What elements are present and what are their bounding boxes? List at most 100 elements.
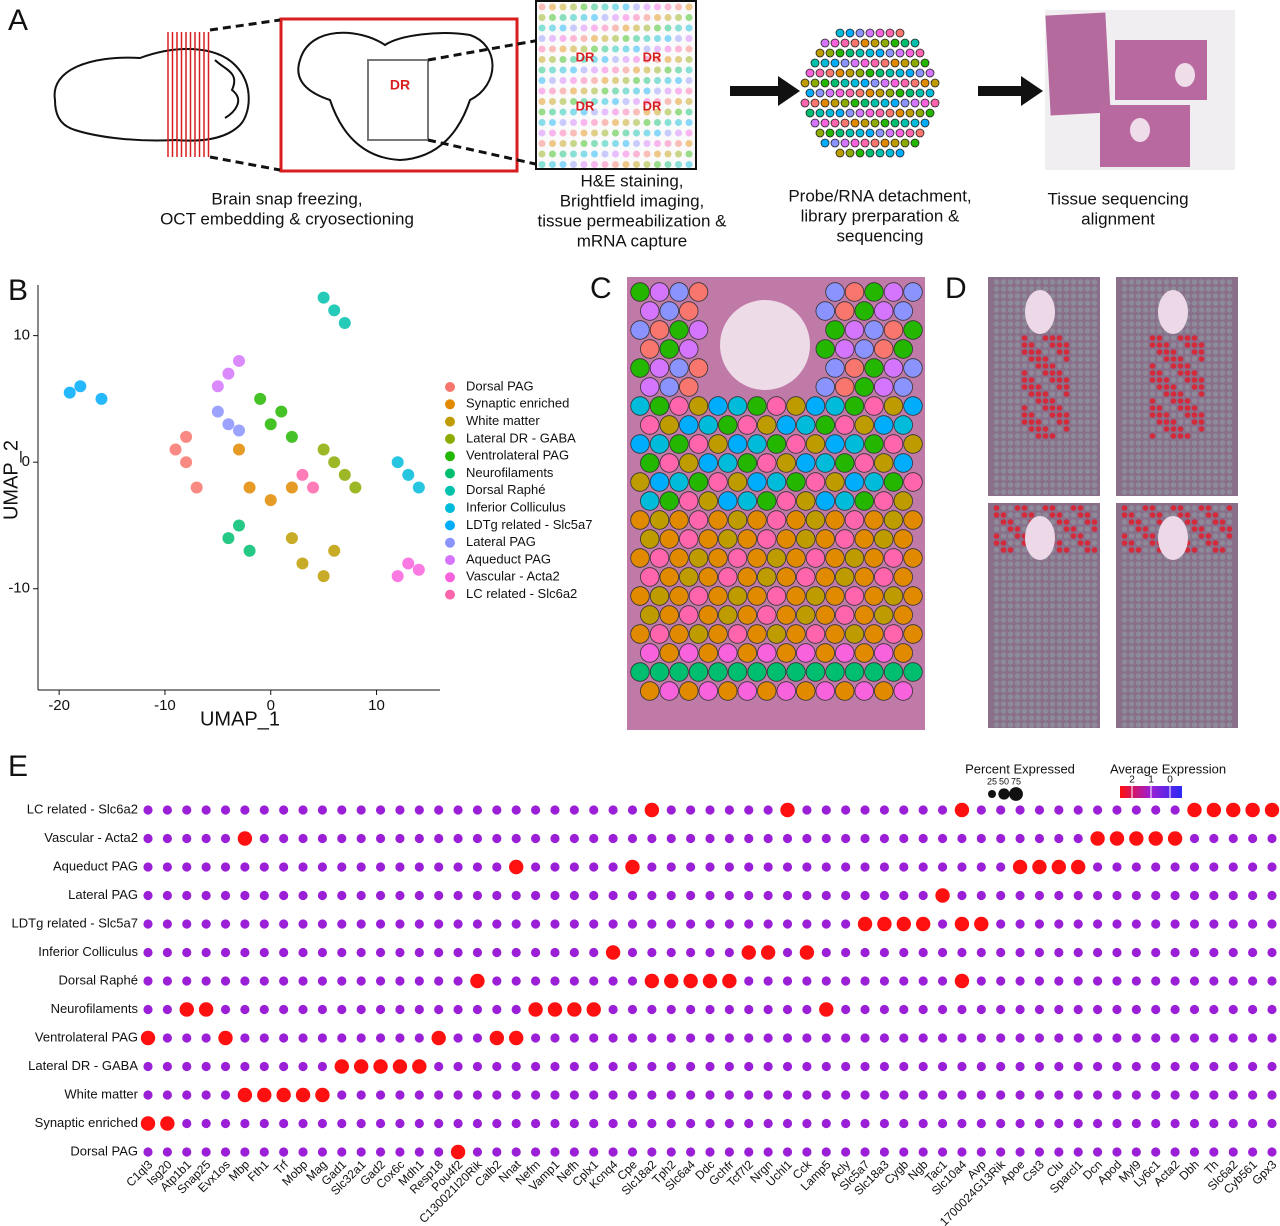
expression-dot (724, 1004, 734, 1015)
spot (1177, 370, 1184, 376)
legend-swatch (445, 451, 455, 462)
spot (1035, 370, 1042, 376)
spot (1084, 335, 1091, 341)
spot (1149, 482, 1156, 488)
expression-dot (976, 1090, 986, 1100)
slide-dot (654, 66, 661, 74)
array-spot (880, 118, 890, 128)
spot (1063, 701, 1070, 707)
spot (737, 643, 757, 663)
expression-dot (1112, 947, 1122, 958)
spot (630, 396, 650, 416)
expression-dot (492, 1090, 502, 1100)
expression-dot (375, 833, 386, 844)
spot (1035, 610, 1042, 616)
expression-dot (317, 862, 328, 872)
array-spot (880, 138, 890, 148)
expression-dot (1170, 805, 1180, 815)
expression-dot (799, 945, 815, 960)
spot (993, 610, 1000, 616)
slide-dot (580, 129, 588, 137)
slide-dot (570, 14, 577, 21)
spot (1184, 645, 1191, 651)
spot (1056, 279, 1063, 285)
spot (1000, 412, 1007, 418)
slide-dot (559, 87, 567, 95)
array-spot (905, 68, 915, 78)
spot (1191, 505, 1198, 511)
spot (1063, 482, 1070, 488)
spot (1184, 377, 1191, 383)
spot (1142, 631, 1149, 637)
spot (1156, 335, 1163, 341)
spot (1021, 603, 1028, 609)
spot (1212, 349, 1219, 355)
spot (1014, 405, 1021, 411)
expression-dot (1112, 919, 1122, 929)
expression-dot (763, 805, 773, 815)
expression-dot (375, 862, 386, 872)
spot (1084, 631, 1091, 637)
spot (864, 510, 884, 530)
spot (1170, 575, 1177, 581)
spot (1021, 708, 1028, 714)
spot (825, 396, 845, 416)
spot (1219, 638, 1226, 644)
spot (1135, 440, 1142, 446)
expression-dot (182, 1061, 192, 1072)
spot (698, 491, 718, 511)
spot (1121, 652, 1128, 658)
expression-dot (317, 1004, 328, 1015)
expression-dot (1189, 919, 1200, 929)
slide-dot (654, 87, 661, 95)
cell-point (190, 481, 203, 494)
array-spot (850, 58, 860, 68)
spot (1184, 701, 1191, 707)
expression-dot (705, 1090, 715, 1100)
expression-dot (957, 1061, 967, 1072)
expression-dot (1189, 1147, 1200, 1157)
expression-dot (472, 947, 483, 958)
spot (1163, 610, 1170, 616)
step-caption: Brain snap freezing, (211, 189, 362, 208)
spot (1056, 519, 1063, 525)
spot (1226, 575, 1233, 581)
spot (1042, 603, 1049, 609)
expression-dot (1131, 1147, 1141, 1157)
expression-dot (802, 1061, 812, 1072)
spot (1226, 398, 1233, 404)
expression-dot (1267, 833, 1277, 844)
y-tick-label: 10 (13, 327, 30, 344)
spot (1184, 638, 1191, 644)
expression-dot (472, 833, 483, 844)
spot (1056, 610, 1063, 616)
slide-dot (633, 119, 640, 126)
spot (815, 643, 835, 663)
slide-dot (664, 35, 672, 42)
expression-dot (724, 1147, 734, 1157)
expression-dot (162, 1004, 172, 1015)
spot (1021, 624, 1028, 630)
spot (640, 339, 660, 359)
spot (659, 681, 679, 701)
array-spot (915, 108, 925, 118)
spot (1198, 687, 1205, 693)
spot (1163, 377, 1170, 383)
spot (1198, 461, 1205, 467)
spot (1063, 356, 1070, 362)
spot (1049, 589, 1056, 595)
expression-dot (1034, 1004, 1045, 1015)
spot (1198, 321, 1205, 327)
spot (1007, 617, 1014, 623)
spot (1035, 638, 1042, 644)
expression-dot (259, 1033, 269, 1043)
expression-dot (569, 976, 579, 986)
expression-dot (705, 833, 715, 844)
spot (874, 491, 894, 511)
expression-dot (996, 1004, 1006, 1015)
expression-dot (392, 1059, 408, 1074)
spot (1084, 596, 1091, 602)
spot (1191, 419, 1198, 425)
spot (1163, 412, 1170, 418)
cell-point (296, 468, 309, 481)
